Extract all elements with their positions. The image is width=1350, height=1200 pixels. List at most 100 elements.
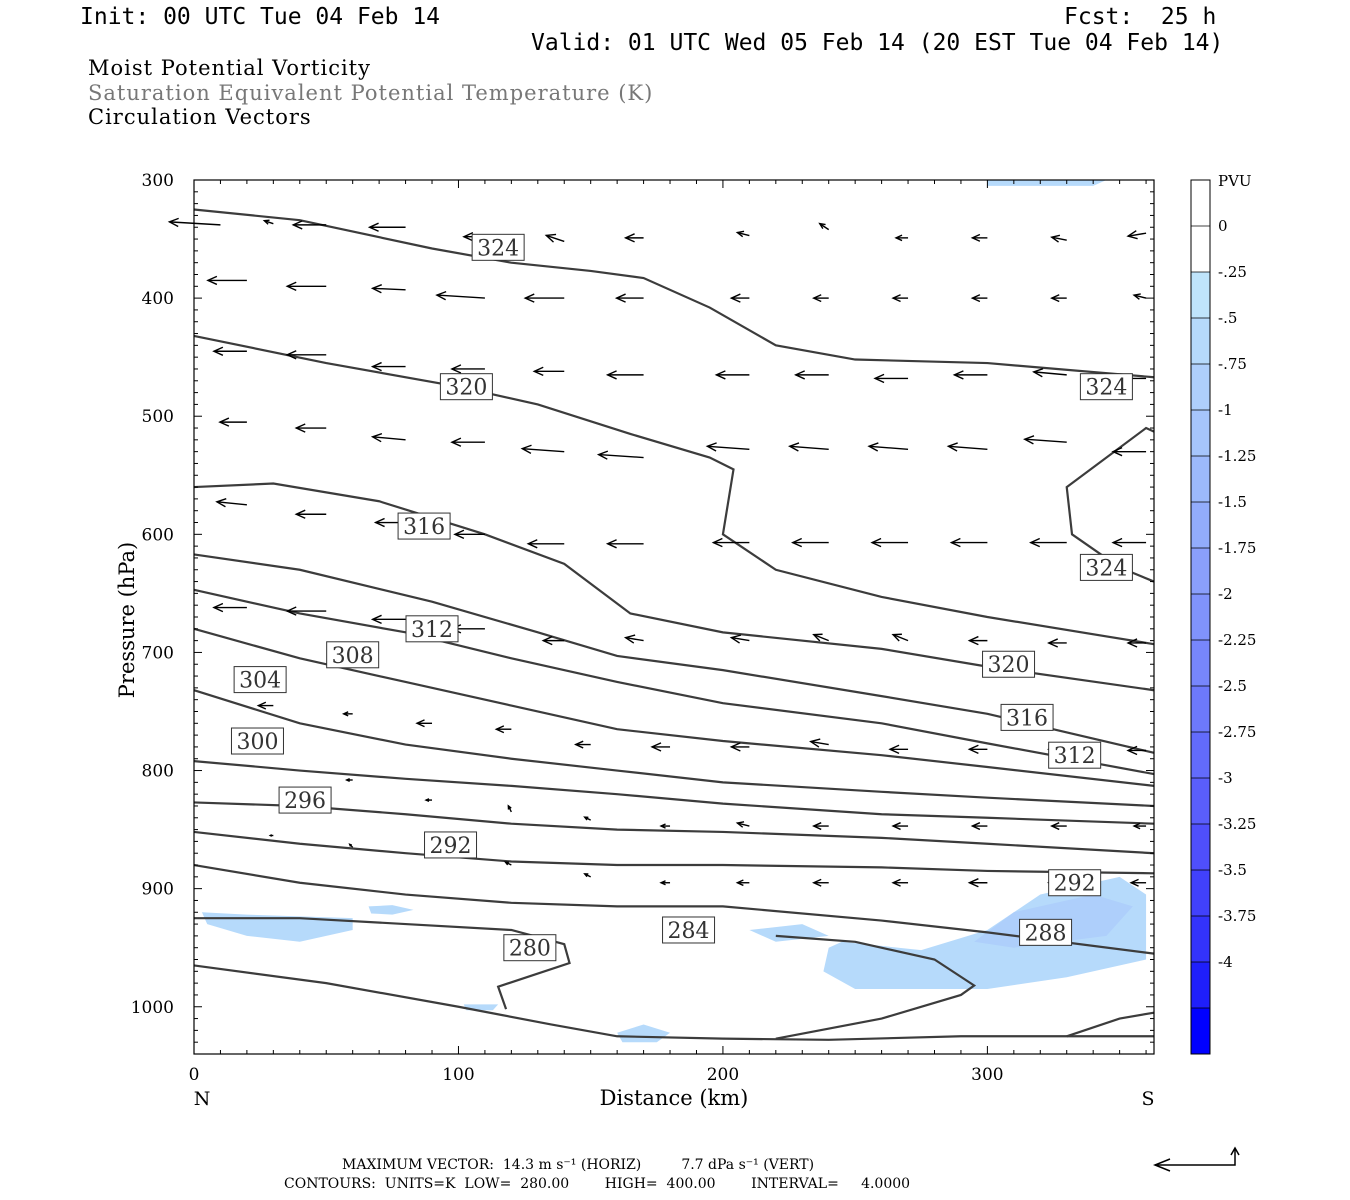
contour-label-box [230, 727, 284, 755]
colorbar-swatch [1191, 870, 1210, 917]
vector-arrowhead [348, 843, 353, 847]
circulation-vector [892, 633, 909, 642]
colorbar-swatch [1191, 1008, 1210, 1055]
colorbar-swatch [1191, 594, 1210, 641]
init-time: Init: 00 UTC Tue 04 Feb 14 [80, 4, 441, 30]
y-tick-label: 300 [142, 171, 174, 191]
isentrope-contour-308 [193, 588, 1155, 776]
circulation-vector [522, 447, 565, 453]
vector-arrowhead [526, 539, 538, 549]
colorbar-label: -.5 [1218, 309, 1237, 327]
circulation-vector [598, 453, 644, 459]
vector-arrowhead [415, 719, 425, 728]
vector-arrowhead [659, 823, 666, 829]
colorbar-label: -.75 [1218, 355, 1247, 373]
vector-arrowhead [268, 834, 273, 837]
contour-label-box [424, 831, 478, 859]
vector-arrowhead [285, 281, 297, 291]
vector-arrowhead [215, 497, 227, 508]
vector-arrowhead [711, 537, 723, 548]
y-tick-label: 500 [142, 407, 174, 427]
circulation-vector [625, 636, 644, 642]
vector-arrowhead [967, 744, 979, 754]
vector-arrowhead [1050, 234, 1061, 243]
circulation-vector [737, 822, 750, 827]
contour-label-box [405, 615, 459, 643]
contour-label: 292 [430, 834, 472, 859]
contour-label-box [1048, 869, 1102, 897]
vector-arrowhead [735, 821, 745, 828]
isentrope-contour-292 [193, 801, 1155, 855]
vector-arrowhead [596, 450, 609, 460]
vector-arrowhead [256, 701, 267, 710]
contour-label: 324 [1085, 556, 1127, 581]
vector-arrowhead [888, 744, 900, 754]
colorbar-swatch [1191, 226, 1210, 273]
vector-arrowhead [450, 364, 462, 374]
x-tick-label: 100 [442, 1065, 474, 1085]
colorbar-swatch [1191, 732, 1210, 779]
contour-label-box [471, 233, 525, 261]
pv-region [987, 180, 1107, 186]
colorbar-swatch [1191, 962, 1210, 1009]
vector-arrowhead [729, 742, 741, 752]
y-tick-label: 800 [142, 762, 174, 782]
vector-arrowhead [503, 861, 510, 866]
vector-arrowhead [367, 222, 379, 232]
y-tick-label: 900 [142, 880, 174, 900]
colorbar-swatch [1191, 272, 1210, 319]
contour-label: 284 [668, 919, 710, 944]
vector-arrowhead [1050, 822, 1060, 831]
vector-arrowhead [735, 230, 745, 238]
vector-arrowhead [735, 879, 744, 887]
circulation-vector [1133, 294, 1147, 299]
vector-arrowhead [812, 822, 822, 831]
vector-arrowhead [507, 804, 512, 810]
circulation-vector [819, 223, 830, 231]
contour-label: 308 [332, 644, 374, 669]
contour-label: 324 [1085, 376, 1127, 401]
vector-arrowhead [1126, 230, 1138, 240]
contour-label-box [326, 641, 380, 669]
vector-arrowhead [206, 275, 218, 286]
vector-arrowhead [1050, 294, 1060, 303]
vector-arrowhead [294, 509, 306, 519]
contour-label-box [1079, 373, 1133, 401]
colorbar-label: -.25 [1218, 263, 1247, 281]
vector-arrowhead [285, 350, 297, 360]
circulation-vector [372, 436, 406, 441]
circulation-vector [169, 221, 221, 226]
vector-arrowhead [659, 880, 666, 886]
valid-time: Valid: 01 UTC Wed 05 Feb 14 (20 EST Tue … [531, 30, 1224, 56]
vector-arrowhead [1126, 638, 1138, 648]
x-end-label-south: S [1141, 1088, 1154, 1110]
vector-arrowhead [1111, 446, 1123, 457]
colorbar-swatch [1191, 410, 1210, 457]
colorbar-label: -3.75 [1218, 907, 1256, 925]
vector-arrowhead [623, 634, 636, 644]
contour-label: 296 [284, 789, 326, 814]
colorbar-label: -2 [1218, 585, 1233, 603]
x-tick-label: 0 [189, 1065, 200, 1085]
circulation-vector [810, 740, 829, 746]
vector-arrowhead [573, 740, 584, 749]
vector-arrowhead [520, 444, 532, 454]
vector-arrowhead [891, 633, 902, 642]
vector-arrowhead [1126, 745, 1138, 756]
y-tick-label: 1000 [131, 998, 174, 1018]
colorbar-swatch [1191, 364, 1210, 411]
vector-arrowhead [373, 517, 385, 528]
colorbar-frame [1190, 179, 1211, 1055]
vector-arrowhead [583, 816, 589, 821]
circulation-vector [216, 501, 247, 506]
vector-arrowhead [1023, 435, 1035, 445]
vector-arrowhead [967, 635, 979, 646]
colorbar-swatch [1191, 686, 1210, 733]
isentrope-contour-288 [193, 863, 1155, 955]
y-tick-label: 600 [142, 525, 174, 545]
contour-label: 300 [236, 730, 278, 755]
vector-arrowhead [812, 294, 822, 303]
vector-arrowhead [212, 602, 224, 613]
vector-arrowhead [894, 234, 903, 242]
